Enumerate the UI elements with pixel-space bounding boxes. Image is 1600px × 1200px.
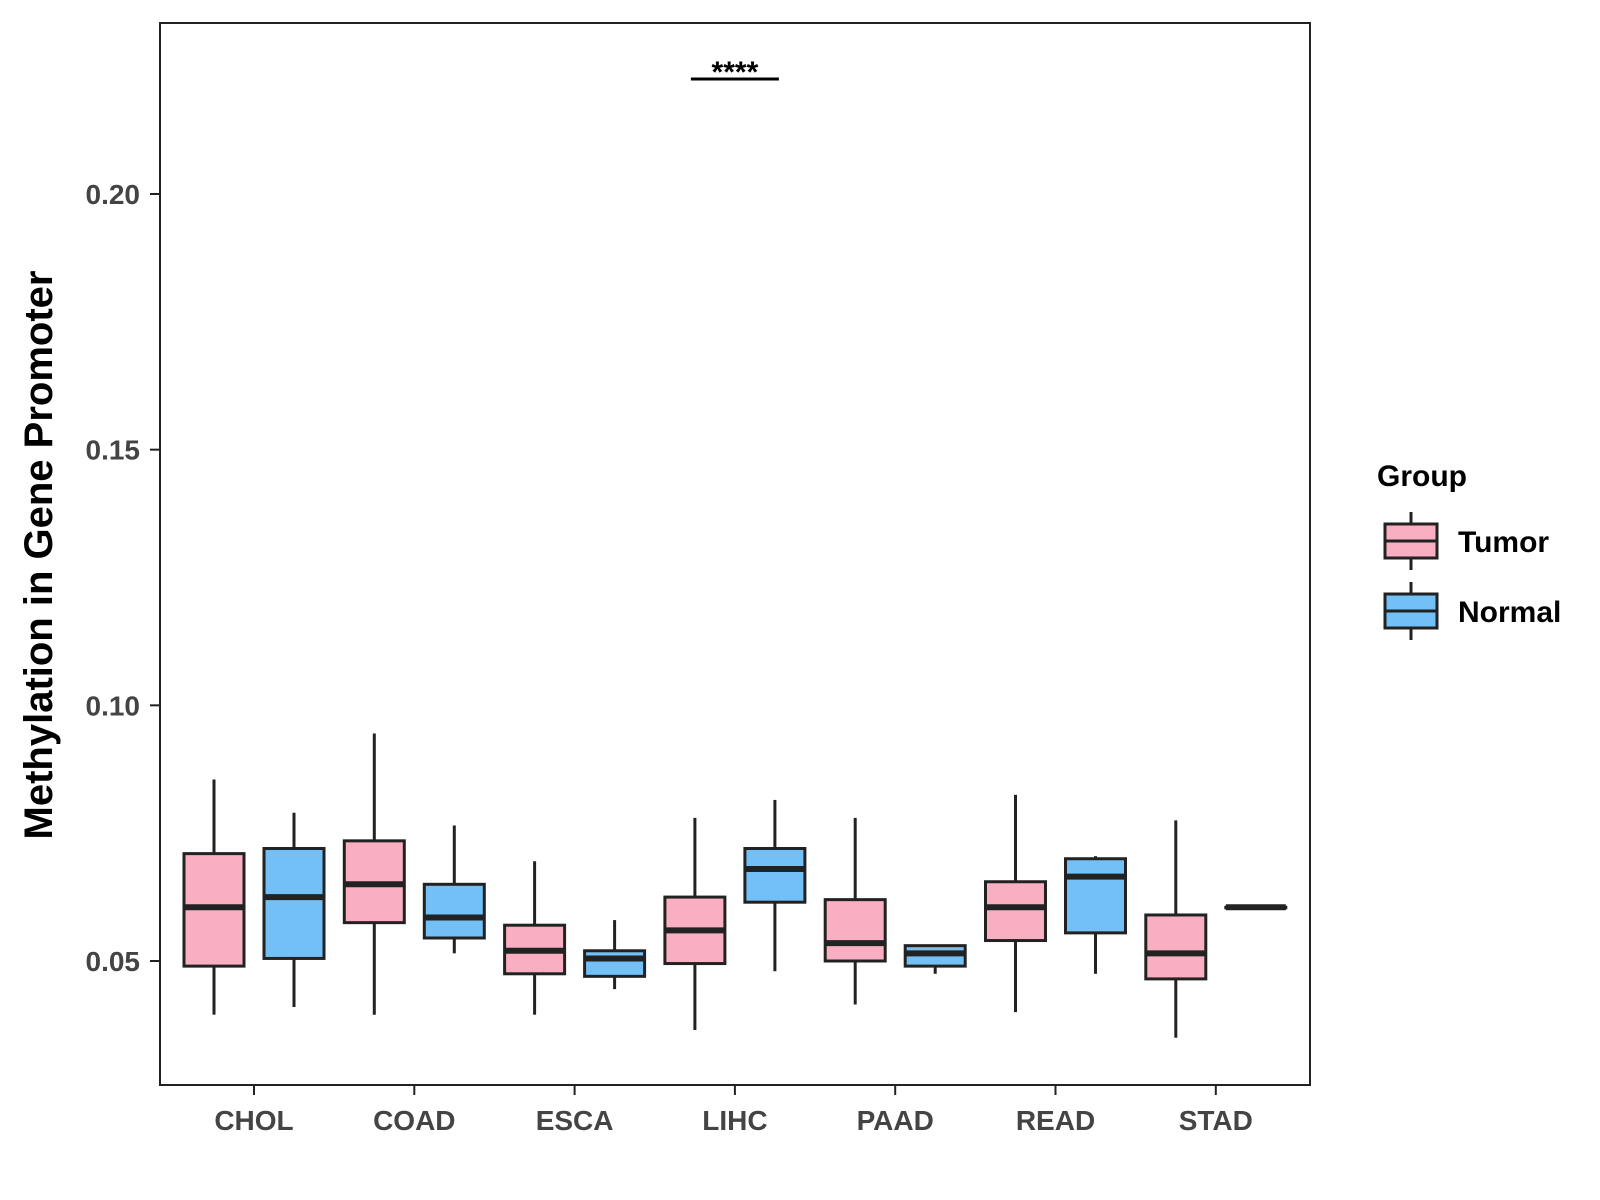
box-tumor-stad — [1144, 820, 1208, 1038]
y-axis-title: Methylation in Gene Promoter — [17, 271, 61, 840]
y-tick-label: 0.05 — [86, 946, 141, 977]
box-tumor-coad — [342, 733, 406, 1015]
box-iqr — [422, 882, 486, 940]
box-iqr — [823, 898, 887, 963]
box-tumor-read — [984, 794, 1047, 1013]
box-tumor-lihc — [663, 817, 727, 1031]
legend-label: Tumor — [1458, 526, 1549, 559]
x-tick-label: COAD — [373, 1105, 455, 1136]
legend-item-tumor: Tumor — [1383, 512, 1549, 570]
x-tick-label: CHOL — [214, 1105, 293, 1136]
box-iqr — [1064, 857, 1127, 935]
legend-label: Normal — [1458, 596, 1561, 629]
box-iqr — [743, 847, 807, 904]
box-normal-chol — [262, 812, 326, 1008]
box-iqr — [984, 880, 1047, 943]
x-tick-label: STAD — [1179, 1105, 1253, 1136]
box-normal-coad — [422, 825, 486, 954]
box-iqr — [1144, 913, 1208, 981]
annotation-layer: **** — [690, 56, 779, 89]
box-normal-paad — [903, 944, 967, 974]
box-tumor-paad — [823, 817, 887, 1005]
boxes-layer — [182, 733, 1288, 1038]
y-tick-label: 0.20 — [86, 179, 141, 210]
x-tick-label: READ — [1016, 1105, 1095, 1136]
y-axis: 0.05 0.10 0.15 0.20 — [86, 179, 160, 977]
box-tumor-chol — [182, 779, 246, 1015]
legend: Group Tumor Normal — [1377, 460, 1561, 640]
box-tumor-esca — [503, 861, 567, 1015]
box-normal-read — [1064, 856, 1127, 974]
x-axis: CHOL COAD ESCA LIHC PAAD READ STAD — [214, 1085, 1253, 1136]
box-iqr — [262, 847, 326, 960]
x-tick-label: ESCA — [536, 1105, 614, 1136]
box-normal-stad — [1224, 904, 1288, 911]
x-tick-label: LIHC — [702, 1105, 767, 1136]
y-tick-label: 0.15 — [86, 435, 141, 466]
legend-item-normal: Normal — [1383, 582, 1561, 640]
box-normal-esca — [583, 920, 647, 990]
x-tick-label: PAAD — [857, 1105, 934, 1136]
box-iqr — [583, 949, 647, 978]
y-tick-label: 0.10 — [86, 690, 141, 721]
box-normal-lihc — [743, 799, 807, 972]
legend-title: Group — [1377, 460, 1467, 493]
significance-label: **** — [712, 56, 759, 89]
